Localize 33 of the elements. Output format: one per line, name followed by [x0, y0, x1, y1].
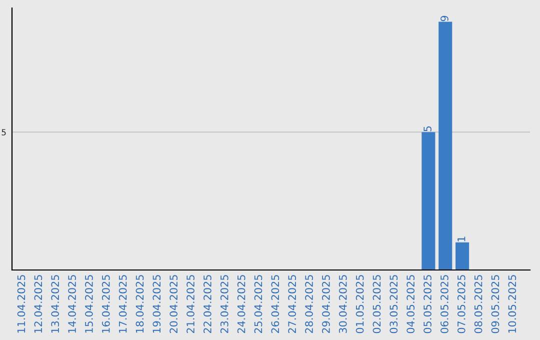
x-tick-label: 11.04.2025 [17, 275, 26, 333]
x-tick-label: 29.04.2025 [322, 275, 330, 334]
x-tick-label: 22.04.2025 [204, 275, 212, 334]
x-tick-label: 19.04.2025 [152, 275, 161, 333]
x-tick-label: 05.05.2025 [424, 275, 432, 334]
x-tick-label: 08.05.2025 [474, 275, 482, 334]
x-tick-label: 06.05.2025 [440, 275, 448, 334]
x-tick-label: 09.05.2025 [491, 275, 500, 334]
x-tick-label: 30.04.2025 [338, 275, 347, 334]
x-tick-label: 28.04.2025 [305, 275, 313, 334]
x-tick-label: 23.04.2025 [220, 275, 228, 334]
x-tick-label: 13.04.2025 [51, 275, 60, 333]
data-label: 1 [458, 236, 466, 242]
x-tick-label: 26.04.2025 [271, 275, 280, 334]
x-tick-label: 18.04.2025 [136, 275, 144, 333]
data-label: 5 [424, 126, 432, 132]
data-label: 9 [440, 16, 448, 22]
x-tick-label: 14.04.2025 [68, 275, 76, 333]
x-tick-label: 10.05.2025 [508, 275, 516, 333]
x-tick-label: 03.05.2025 [390, 275, 398, 334]
x-tick-label: 20.04.2025 [170, 275, 178, 334]
x-tick-label: 12.04.2025 [34, 275, 42, 333]
x-tick-label: 16.04.2025 [102, 275, 110, 333]
x-tick-label: 21.04.2025 [186, 275, 194, 334]
x-tick-label: 17.04.2025 [118, 275, 127, 333]
x-tick-label: 01.05.2025 [356, 275, 364, 334]
x-tick-label: 15.04.2025 [85, 275, 93, 333]
x-tick-label: 07.05.2025 [457, 275, 466, 334]
x-tick-label: 25.04.2025 [254, 275, 262, 334]
x-tick-label: 27.04.2025 [288, 275, 296, 334]
x-tick-label: 04.05.2025 [406, 275, 415, 334]
x-tick-label: 24.04.2025 [237, 275, 246, 334]
x-tick-label: 02.05.2025 [372, 275, 381, 334]
